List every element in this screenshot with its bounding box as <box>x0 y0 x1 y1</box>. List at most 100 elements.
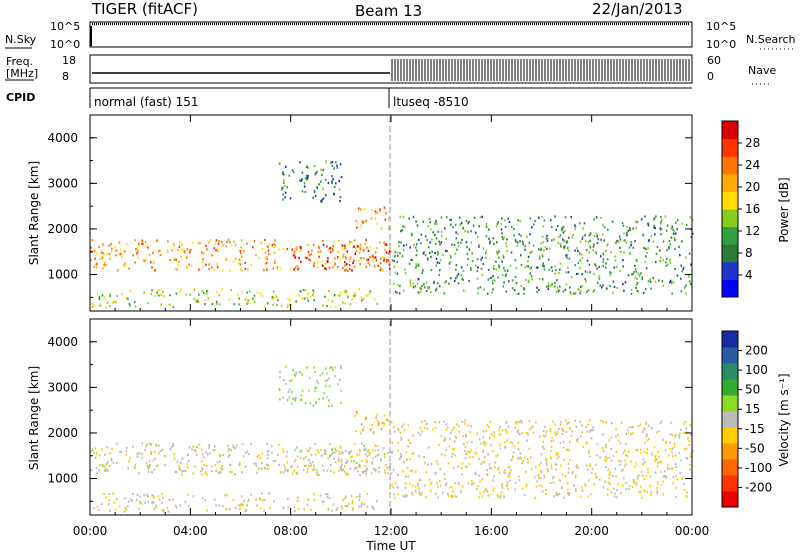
echo-cell <box>632 227 634 230</box>
echo-cell <box>197 241 199 244</box>
echo-cell <box>516 244 519 247</box>
echo-cell <box>520 457 522 460</box>
echo-cell <box>326 372 328 375</box>
echo-cell <box>555 493 557 496</box>
echo-cell <box>294 266 297 269</box>
echo-cell <box>284 191 287 194</box>
echo-cell <box>101 503 103 506</box>
echo-cell <box>483 288 485 291</box>
echo-cell <box>554 423 557 426</box>
echo-cell <box>344 461 347 465</box>
echo-cell <box>518 421 521 424</box>
echo-cell <box>563 496 565 499</box>
echo-cell <box>498 471 501 474</box>
echo-cell <box>503 495 505 498</box>
echo-cell <box>162 510 165 513</box>
echo-cell <box>437 230 440 233</box>
echo-cell <box>420 287 422 290</box>
freq-tick-top: 18 <box>62 54 76 67</box>
echo-cell <box>98 295 101 299</box>
echo-cell <box>434 289 437 292</box>
echo-cell <box>682 267 685 270</box>
echo-cell <box>349 268 351 271</box>
echo-cell <box>585 280 587 283</box>
echo-cell <box>574 475 577 478</box>
echo-cell <box>638 274 641 277</box>
echo-cell <box>660 215 662 219</box>
echo-cell <box>234 447 236 450</box>
echo-cell <box>561 238 564 241</box>
echo-cell <box>261 294 263 297</box>
echo-cell <box>266 463 268 466</box>
echo-cell <box>503 281 505 284</box>
echo-cell <box>177 248 179 251</box>
echo-cell <box>669 243 672 246</box>
echo-cell <box>103 261 106 264</box>
echo-cell <box>595 252 598 255</box>
echo-cell <box>346 461 348 464</box>
echo-cell <box>666 224 669 227</box>
echo-cell <box>585 249 588 252</box>
echo-cell <box>377 423 380 426</box>
echo-cell <box>214 464 217 467</box>
echo-cell <box>589 232 592 235</box>
echo-cell <box>284 469 287 472</box>
echo-cell <box>588 251 590 254</box>
echo-cell <box>227 238 230 241</box>
echo-cell <box>310 508 312 511</box>
echo-cell <box>662 284 665 287</box>
echo-cell <box>137 242 140 245</box>
echo-cell <box>391 451 393 454</box>
echo-cell <box>225 245 228 248</box>
echo-cell <box>484 456 486 459</box>
echo-cell <box>482 247 485 250</box>
echo-cell <box>492 288 494 291</box>
echo-cell <box>421 492 423 495</box>
echo-cell <box>418 490 421 493</box>
echo-cell <box>282 247 285 250</box>
echo-cell <box>675 475 677 478</box>
echo-cell <box>221 464 223 467</box>
echo-cell <box>571 276 573 279</box>
echo-cell <box>602 260 605 263</box>
echo-cell <box>141 442 144 445</box>
echo-cell <box>404 486 407 490</box>
echo-cell <box>508 220 511 223</box>
echo-cell <box>576 464 578 467</box>
echo-cell <box>360 224 362 227</box>
echo-cell <box>688 444 691 447</box>
echo-cell <box>340 364 342 367</box>
echo-cell <box>437 251 439 254</box>
echo-cell <box>554 215 556 218</box>
echo-cell <box>342 301 344 304</box>
echo-cell <box>323 392 325 395</box>
velocity-colorbar-tick-label: 50 <box>745 383 760 397</box>
echo-cell <box>689 216 691 219</box>
echo-cell <box>652 240 655 243</box>
echo-cell <box>328 247 330 251</box>
echo-cell <box>496 454 499 457</box>
echo-cell <box>393 493 396 496</box>
echo-cell <box>283 379 285 382</box>
echo-cell <box>458 430 460 433</box>
echo-cell <box>572 233 574 237</box>
echo-cell <box>326 496 329 499</box>
echo-cell <box>337 251 339 254</box>
echo-cell <box>429 221 431 224</box>
echo-cell <box>670 227 673 230</box>
echo-cell <box>128 500 130 503</box>
echo-cell <box>449 219 451 222</box>
echo-cell <box>359 473 361 477</box>
echo-cell <box>299 398 302 401</box>
echo-cell <box>294 458 297 461</box>
echo-cell <box>315 386 318 389</box>
echo-cell <box>658 279 660 282</box>
echo-cell <box>464 422 466 425</box>
velocity-colorbar-tick-label: 200 <box>745 344 768 358</box>
echo-cell <box>157 289 160 292</box>
echo-cell <box>298 508 300 511</box>
echo-cell <box>313 366 315 369</box>
echo-cell <box>93 451 95 454</box>
echo-cell <box>255 498 257 501</box>
echo-cell <box>560 421 562 424</box>
